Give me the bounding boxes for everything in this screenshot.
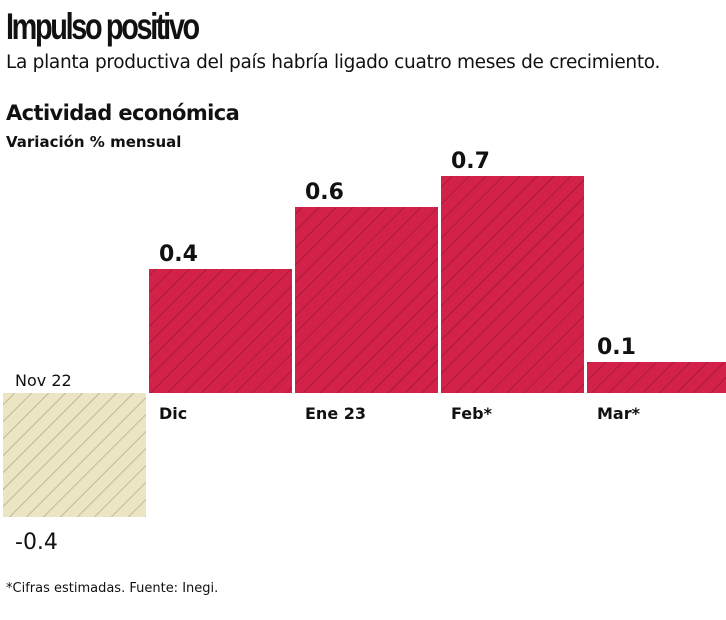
category-label: Dic <box>159 404 187 423</box>
value-label: 0.6 <box>305 180 344 205</box>
category-label: Nov 22 <box>15 371 72 390</box>
subtitle: La planta productiva del país habría lig… <box>6 52 661 73</box>
bar-3 <box>441 176 584 393</box>
bar-1 <box>149 269 292 393</box>
chart-unit: Variación % mensual <box>6 133 182 151</box>
headline: Impulso positivo <box>6 6 200 47</box>
bar-0 <box>3 393 146 517</box>
value-label: 0.1 <box>597 335 636 360</box>
value-label: 0.7 <box>451 149 490 174</box>
bar-4 <box>587 362 726 393</box>
chart-title: Actividad económica <box>6 101 240 125</box>
category-label: Feb* <box>451 404 493 423</box>
category-label: Ene 23 <box>305 404 366 423</box>
value-label: 0.4 <box>159 242 198 267</box>
value-label: -0.4 <box>15 530 58 555</box>
source-note: *Cifras estimadas. Fuente: Inegi. <box>6 581 219 596</box>
category-label: Mar* <box>597 404 641 423</box>
bar-2 <box>295 207 438 393</box>
